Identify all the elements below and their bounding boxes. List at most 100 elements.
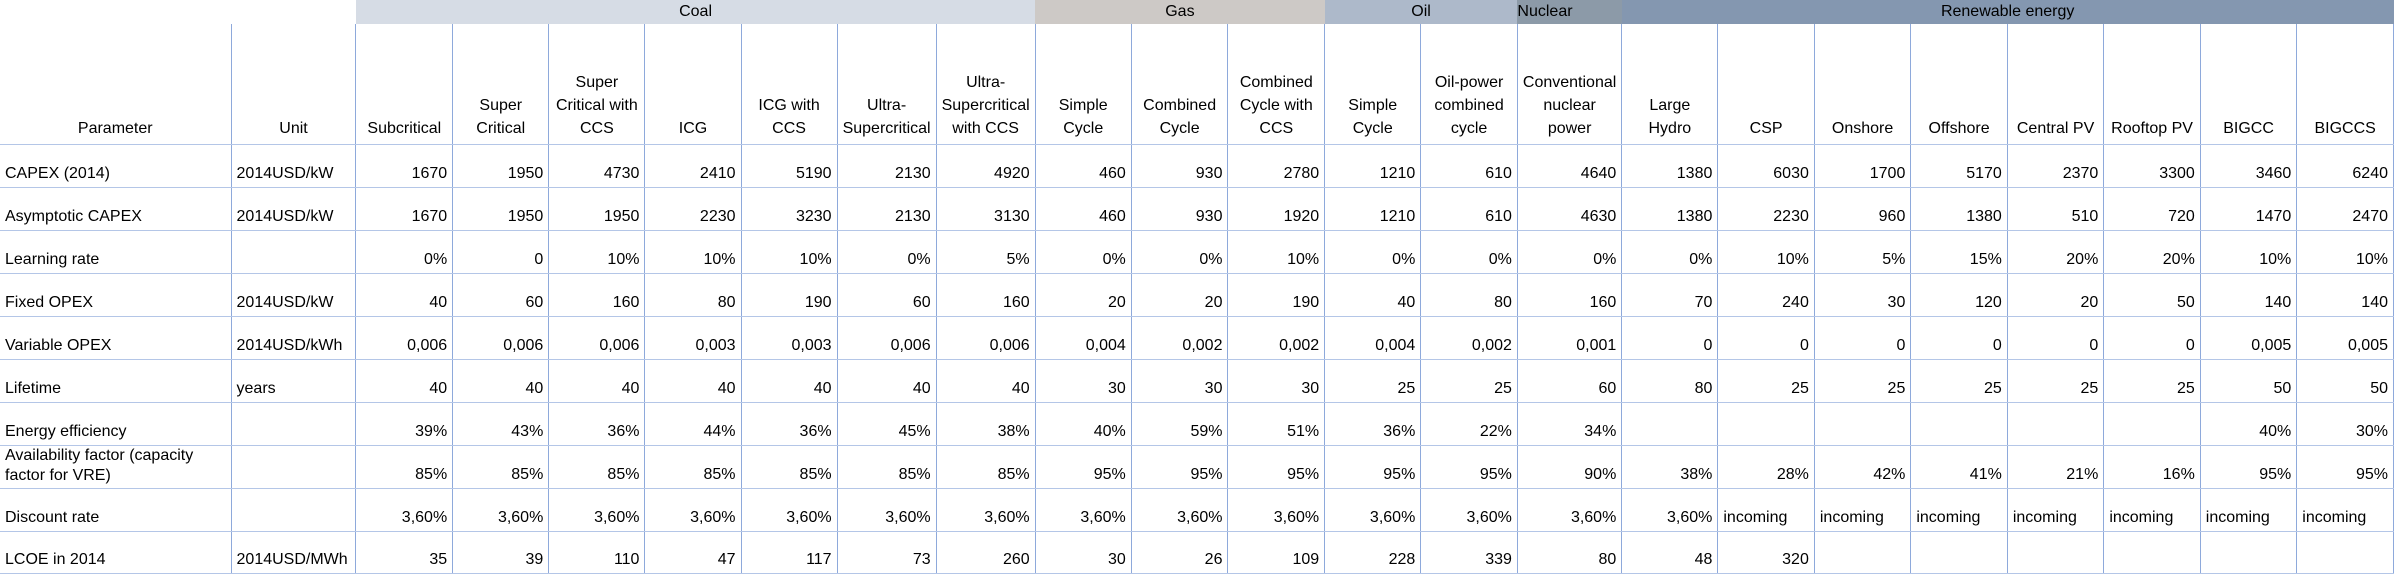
value-cell: 0 bbox=[1717, 316, 1815, 360]
value-cell: 95% bbox=[1420, 445, 1518, 489]
value-cell: 30% bbox=[2296, 402, 2394, 446]
parameter-cell: Learning rate bbox=[0, 230, 232, 274]
column-header: CSP bbox=[1717, 24, 1815, 145]
value-cell: 26 bbox=[1131, 531, 1229, 574]
value-cell: 60 bbox=[452, 273, 550, 317]
value-cell: 1950 bbox=[452, 187, 550, 231]
value-cell: 1380 bbox=[1621, 144, 1719, 188]
value-cell: 190 bbox=[741, 273, 838, 317]
value-cell: 0 bbox=[2103, 316, 2201, 360]
value-cell: 40 bbox=[1324, 273, 1422, 317]
spreadsheet-table: Coal Gas Oil Nuclear Renewable energy Parame… bbox=[0, 0, 2394, 574]
column-header: Parameter bbox=[0, 24, 232, 145]
value-cell: 20 bbox=[1131, 273, 1229, 317]
value-cell: 40 bbox=[355, 273, 454, 317]
table-row: LCOE in 2014 2014USD/MWh 35 39 110 47 117 73 260… bbox=[0, 531, 2394, 574]
value-cell: incoming bbox=[1910, 488, 2008, 532]
value-cell: 36% bbox=[548, 402, 646, 446]
value-cell: 3,60% bbox=[1517, 488, 1623, 532]
value-cell: 38% bbox=[936, 402, 1036, 446]
value-cell: 2230 bbox=[644, 187, 742, 231]
value-cell: 0% bbox=[355, 230, 454, 274]
value-cell: 41% bbox=[1910, 445, 2008, 489]
value-cell bbox=[2007, 402, 2105, 446]
value-cell: 28% bbox=[1717, 445, 1815, 489]
value-cell: 3,60% bbox=[452, 488, 550, 532]
value-cell: 3,60% bbox=[837, 488, 937, 532]
value-cell: 25 bbox=[1717, 359, 1815, 403]
value-cell: 0,002 bbox=[1131, 316, 1229, 360]
column-header: Unit bbox=[231, 24, 357, 145]
value-cell: 50 bbox=[2200, 359, 2298, 403]
value-cell: 3300 bbox=[2103, 144, 2201, 188]
value-cell: 40 bbox=[936, 359, 1036, 403]
parameter-cell: CAPEX (2014) bbox=[0, 144, 232, 188]
value-cell: 610 bbox=[1420, 144, 1518, 188]
value-cell: 0% bbox=[837, 230, 937, 274]
value-cell bbox=[2103, 531, 2201, 574]
value-cell: 1950 bbox=[452, 144, 550, 188]
value-cell: 0% bbox=[1621, 230, 1719, 274]
value-cell: 228 bbox=[1324, 531, 1422, 574]
value-cell: 90% bbox=[1517, 445, 1623, 489]
value-cell: 117 bbox=[741, 531, 838, 574]
value-cell: 35 bbox=[355, 531, 454, 574]
value-cell: 610 bbox=[1420, 187, 1518, 231]
value-cell: 30 bbox=[1814, 273, 1912, 317]
value-cell: 0,002 bbox=[1420, 316, 1518, 360]
value-cell: 48 bbox=[1621, 531, 1719, 574]
column-header: Simple Cycle bbox=[1324, 24, 1422, 145]
value-cell: 160 bbox=[548, 273, 646, 317]
value-cell: 85% bbox=[355, 445, 454, 489]
value-cell: 40 bbox=[452, 359, 550, 403]
unit-cell bbox=[231, 230, 357, 274]
value-cell: 95% bbox=[1035, 445, 1132, 489]
value-cell: 20 bbox=[1035, 273, 1132, 317]
column-header: Simple Cycle bbox=[1035, 24, 1132, 145]
value-cell: 0 bbox=[2007, 316, 2105, 360]
value-cell: 3230 bbox=[741, 187, 838, 231]
value-cell: 25 bbox=[1814, 359, 1912, 403]
value-cell: 4920 bbox=[936, 144, 1036, 188]
value-cell: 4630 bbox=[1517, 187, 1623, 231]
value-cell: 40% bbox=[2200, 402, 2298, 446]
unit-cell: 2014USD/kW bbox=[231, 273, 357, 317]
value-cell: 85% bbox=[452, 445, 550, 489]
group-header-coal: Coal bbox=[355, 0, 1036, 24]
value-cell: 44% bbox=[644, 402, 742, 446]
value-cell: 0,002 bbox=[1227, 316, 1326, 360]
column-header: Large Hydro bbox=[1621, 24, 1719, 145]
value-cell: 110 bbox=[548, 531, 646, 574]
value-cell: 4730 bbox=[548, 144, 646, 188]
column-header: Ultra-Supercritical bbox=[837, 24, 937, 145]
value-cell: 3,60% bbox=[1131, 488, 1229, 532]
value-cell: 30 bbox=[1227, 359, 1326, 403]
value-cell: 0,001 bbox=[1517, 316, 1623, 360]
value-cell: incoming bbox=[2296, 488, 2394, 532]
table-row: Discount rate 3,60% 3,60% 3,60% 3,60% 3,60% 3,… bbox=[0, 488, 2394, 532]
table-row: Lifetime years 40 40 40 40 40 40 40 30 30 30 25 25 60 8… bbox=[0, 359, 2394, 403]
value-cell: 47 bbox=[644, 531, 742, 574]
column-header: ICG bbox=[644, 24, 742, 145]
value-cell: 40% bbox=[1035, 402, 1132, 446]
value-cell: 240 bbox=[1717, 273, 1815, 317]
value-cell: 80 bbox=[1621, 359, 1719, 403]
value-cell: 0% bbox=[1324, 230, 1422, 274]
value-cell: 34% bbox=[1517, 402, 1623, 446]
group-header-gas: Gas bbox=[1035, 0, 1325, 24]
value-cell: 3,60% bbox=[1035, 488, 1132, 532]
value-cell: 109 bbox=[1227, 531, 1326, 574]
value-cell: 3,60% bbox=[548, 488, 646, 532]
value-cell: 2470 bbox=[2296, 187, 2394, 231]
value-cell: 40 bbox=[644, 359, 742, 403]
value-cell: 0,003 bbox=[741, 316, 838, 360]
value-cell: 120 bbox=[1910, 273, 2008, 317]
value-cell: 0,006 bbox=[936, 316, 1036, 360]
value-cell: 80 bbox=[1420, 273, 1518, 317]
value-cell: 3130 bbox=[936, 187, 1036, 231]
value-cell: 50 bbox=[2103, 273, 2201, 317]
value-cell: 60 bbox=[1517, 359, 1623, 403]
value-cell: 2130 bbox=[837, 187, 937, 231]
column-header: ICG with CCS bbox=[741, 24, 838, 145]
value-cell: 1670 bbox=[355, 187, 454, 231]
